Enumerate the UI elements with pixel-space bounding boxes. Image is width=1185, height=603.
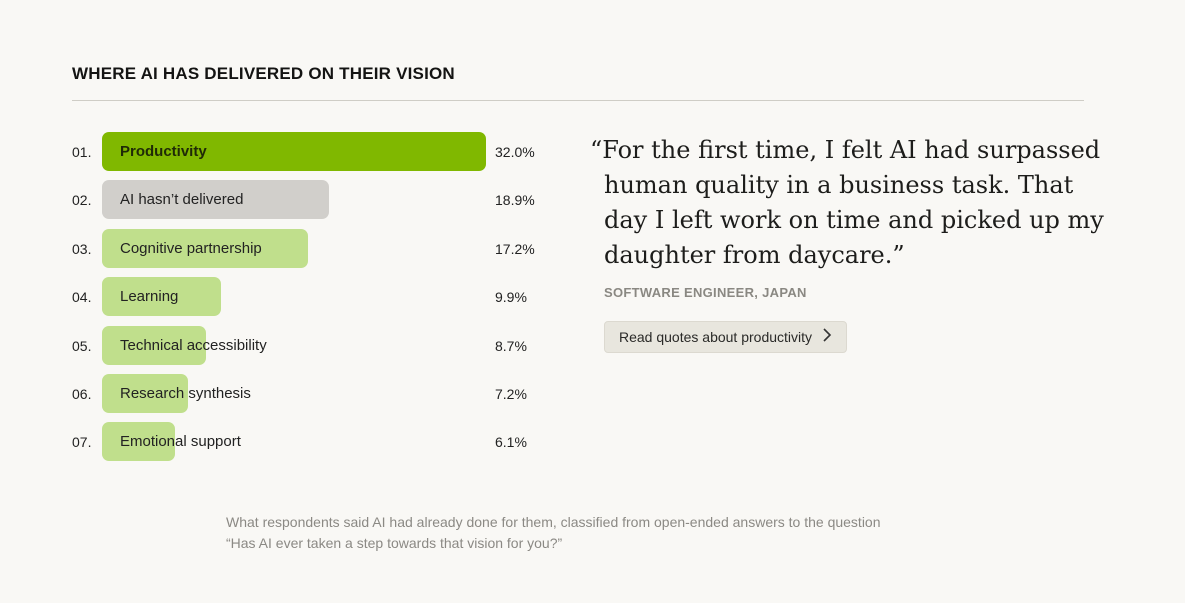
- bar-value-label: 32.0%: [495, 144, 535, 160]
- bar-label: AI hasn’t delivered: [120, 191, 244, 209]
- quote-attribution: SOFTWARE ENGINEER, JAPAN: [604, 285, 807, 300]
- bar: [102, 277, 221, 317]
- read-quotes-button[interactable]: Read quotes about productivity: [604, 321, 848, 353]
- bar-row: 01. Productivity 32.0%: [72, 132, 552, 172]
- bar-label: Technical accessibility: [120, 336, 267, 354]
- bar-rank: 04.: [72, 289, 92, 306]
- bar: [102, 374, 189, 413]
- bar-value-label: 18.9%: [495, 192, 535, 209]
- bar-value-label: 17.2%: [495, 240, 535, 257]
- bar-row: 05. Technical accessibility 8.7%: [72, 325, 552, 366]
- section-title: WHERE AI HAS DELIVERED ON THEIR VISION: [72, 64, 455, 83]
- bar-label: Research synthesis: [120, 385, 251, 402]
- bar-value-label: 9.9%: [495, 289, 527, 306]
- title-divider: [72, 100, 1084, 101]
- bar-rank: 06.: [72, 386, 92, 402]
- testimonial-quote: “For the first time, I felt AI had surpa…: [590, 136, 1104, 269]
- chevron-right-icon: [822, 328, 832, 346]
- bar-rank: 07.: [72, 434, 92, 451]
- bar-label: Emotional support: [120, 433, 241, 451]
- bar: [102, 180, 329, 220]
- bar-label: Productivity: [120, 143, 207, 160]
- bar: [102, 325, 207, 365]
- bar: [102, 228, 309, 268]
- bar-label: Learning: [120, 288, 179, 306]
- bar-rank: 02.: [72, 192, 92, 209]
- bar-value-label: 7.2%: [495, 386, 527, 402]
- bar-row: 03. Cognitive partnership 17.2%: [72, 228, 552, 269]
- chart-caption: What respondents said AI had already don…: [226, 514, 881, 551]
- bar-rank: 05.: [72, 337, 92, 354]
- bar: [102, 132, 486, 171]
- bar-row: 02. AI hasn’t delivered 18.9%: [72, 180, 552, 220]
- bar-row: 06. Research synthesis 7.2%: [72, 374, 552, 414]
- bar-rank: 01.: [72, 144, 92, 160]
- bar-value-label: 8.7%: [495, 337, 527, 354]
- read-quotes-button-label: Read quotes about productivity: [619, 329, 813, 345]
- bar-row: 04. Learning 9.9%: [72, 277, 552, 317]
- bar-row: 07. Emotional support 6.1%: [72, 422, 552, 462]
- bar-label: Cognitive partnership: [120, 239, 262, 257]
- bar-rank: 03.: [72, 240, 92, 257]
- bar-value-label: 6.1%: [495, 434, 527, 451]
- bar: [102, 422, 176, 462]
